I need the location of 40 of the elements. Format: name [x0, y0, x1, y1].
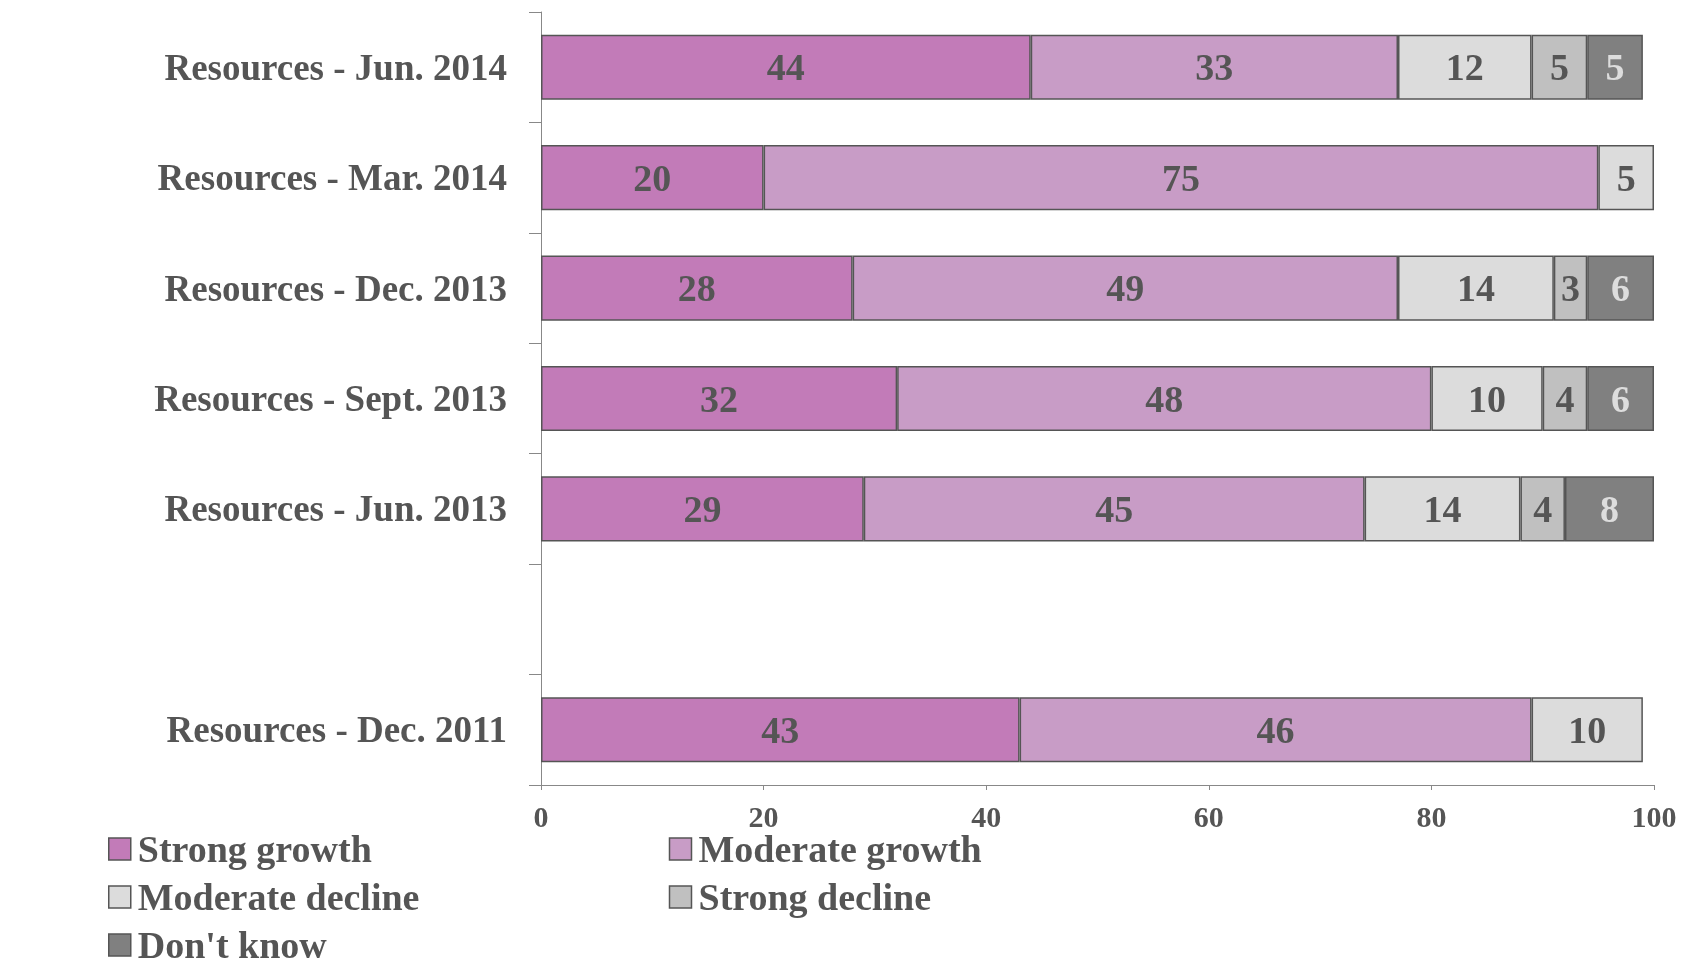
data-label: 6 [1611, 377, 1631, 420]
data-label: 75 [1161, 156, 1200, 199]
data-label: 4 [1533, 487, 1553, 530]
data-label: 43 [761, 708, 800, 751]
y-tick-label: Resources - Dec. 2013 [164, 267, 507, 309]
data-label: 20 [633, 156, 672, 199]
y-tick-label: Resources - Mar. 2014 [157, 157, 507, 199]
y-tick-label: Resources - Jun. 2013 [164, 488, 507, 530]
x-tick-label: 80 [1416, 799, 1447, 833]
data-label: 8 [1599, 487, 1619, 530]
y-tick-label: Resources - Sept. 2013 [154, 378, 507, 419]
data-label: 4 [1555, 377, 1575, 420]
data-label: 48 [1145, 377, 1184, 420]
data-label: 12 [1445, 46, 1484, 89]
data-label: 33 [1195, 46, 1234, 89]
data-label: 28 [677, 267, 716, 310]
y-tick-label: Resources - Jun. 2014 [164, 46, 507, 88]
data-label: 44 [766, 46, 805, 89]
y-tick-label: Resources - Dec. 2011 [166, 709, 507, 751]
data-label: 5 [1549, 46, 1569, 89]
legend-label: Don't know [137, 924, 328, 966]
data-label: 46 [1256, 708, 1295, 751]
data-label: 10 [1468, 377, 1507, 420]
legend-label: Moderate decline [137, 876, 420, 918]
data-label: 49 [1106, 267, 1145, 310]
data-label: 14 [1456, 267, 1495, 310]
x-tick-label: 100 [1631, 799, 1677, 833]
legend-label: Strong growth [137, 828, 372, 870]
legend-label: Strong decline [698, 876, 932, 918]
data-label: 32 [700, 377, 739, 420]
data-label: 14 [1423, 487, 1462, 530]
data-label: 10 [1568, 708, 1607, 751]
data-label: 6 [1611, 267, 1631, 310]
data-label: 29 [683, 487, 722, 530]
data-label: 3 [1561, 267, 1581, 310]
x-tick-label: 60 [1193, 799, 1224, 833]
data-label: 45 [1095, 487, 1134, 530]
x-tick-label: 0 [533, 799, 549, 833]
data-label: 5 [1616, 156, 1636, 199]
data-label: 5 [1605, 46, 1625, 89]
